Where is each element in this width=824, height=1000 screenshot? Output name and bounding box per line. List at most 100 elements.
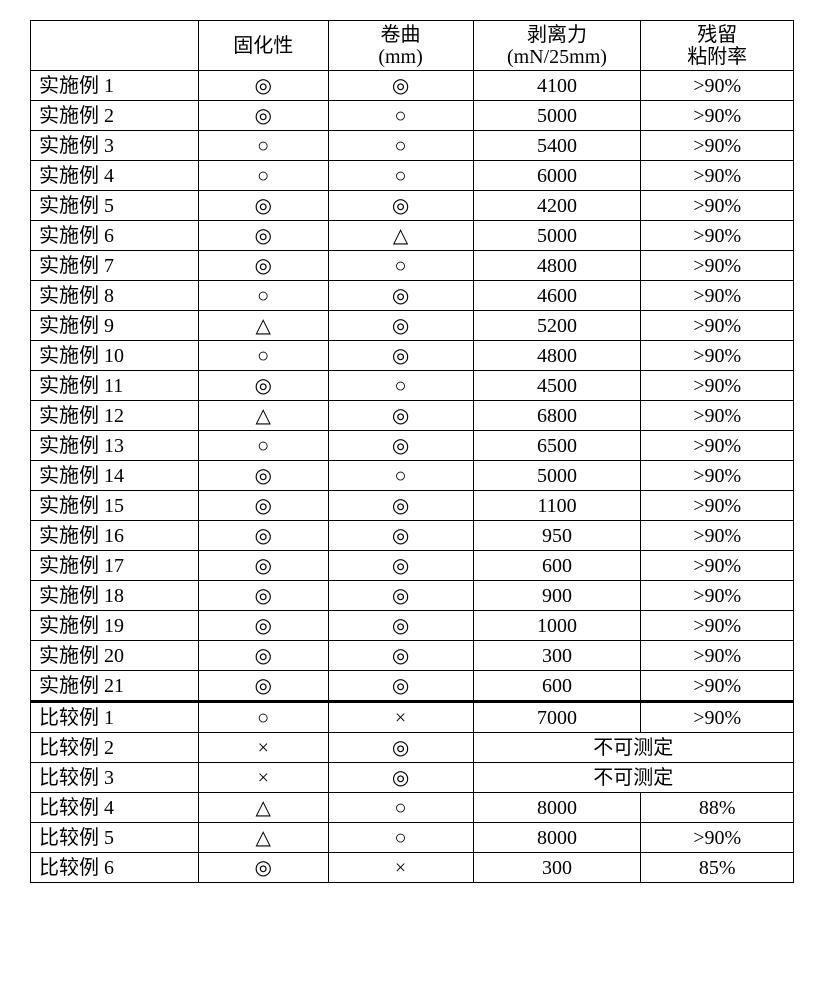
curl-cell: ○ [328, 823, 473, 853]
curability-cell: ○ [198, 702, 328, 733]
residual-cell: >90% [641, 251, 794, 281]
residual-cell: >90% [641, 221, 794, 251]
header-curability: 固化性 [198, 21, 328, 71]
curl-cell: ○ [328, 101, 473, 131]
peel-cell: 8000 [473, 793, 641, 823]
residual-cell: >90% [641, 401, 794, 431]
curability-cell: ◎ [198, 191, 328, 221]
table-row: 实施例 5◎◎4200>90% [31, 191, 794, 221]
curability-cell: △ [198, 401, 328, 431]
curability-cell: ◎ [198, 611, 328, 641]
row-label: 实施例 20 [31, 641, 199, 671]
table-row: 实施例 1◎◎4100>90% [31, 71, 794, 101]
header-residual-l2: 粘附率 [687, 46, 747, 68]
table-row: 比较例 5△○8000>90% [31, 823, 794, 853]
curability-cell: ◎ [198, 551, 328, 581]
curl-cell: ○ [328, 161, 473, 191]
curl-cell: ◎ [328, 521, 473, 551]
curability-cell: ○ [198, 341, 328, 371]
curl-cell: ○ [328, 371, 473, 401]
table-row: 实施例 10○◎4800>90% [31, 341, 794, 371]
row-label: 实施例 8 [31, 281, 199, 311]
row-label: 实施例 16 [31, 521, 199, 551]
row-label: 比较例 3 [31, 763, 199, 793]
peel-cell: 5000 [473, 221, 641, 251]
peel-cell: 4500 [473, 371, 641, 401]
residual-cell: >90% [641, 161, 794, 191]
table-body: 实施例 1◎◎4100>90%实施例 2◎○5000>90%实施例 3○○540… [31, 71, 794, 883]
table-row: 实施例 9△◎5200>90% [31, 311, 794, 341]
table-row: 实施例 19◎◎1000>90% [31, 611, 794, 641]
curability-cell: ○ [198, 161, 328, 191]
peel-cell: 4600 [473, 281, 641, 311]
curl-cell: ◎ [328, 763, 473, 793]
table-row: 比较例 4△○800088% [31, 793, 794, 823]
curl-cell: × [328, 853, 473, 883]
curl-cell: ◎ [328, 71, 473, 101]
table-row: 实施例 6◎△5000>90% [31, 221, 794, 251]
residual-cell: >90% [641, 521, 794, 551]
curl-cell: ○ [328, 251, 473, 281]
row-label: 实施例 2 [31, 101, 199, 131]
row-label: 实施例 17 [31, 551, 199, 581]
curability-cell: ◎ [198, 371, 328, 401]
curability-cell: ◎ [198, 521, 328, 551]
curability-cell: ◎ [198, 71, 328, 101]
row-label: 比较例 1 [31, 702, 199, 733]
residual-cell: >90% [641, 702, 794, 733]
residual-cell: >90% [641, 71, 794, 101]
curability-cell: ◎ [198, 251, 328, 281]
table-row: 实施例 4○○6000>90% [31, 161, 794, 191]
table-row: 比较例 2×◎不可测定 [31, 733, 794, 763]
residual-cell: >90% [641, 671, 794, 702]
peel-cell: 8000 [473, 823, 641, 853]
curability-cell: ○ [198, 431, 328, 461]
header-row: 固化性 卷曲 (mm) 剥离力 (mN/25mm) 残留 粘附率 [31, 21, 794, 71]
peel-cell: 6000 [473, 161, 641, 191]
curl-cell: ○ [328, 131, 473, 161]
peel-cell: 6500 [473, 431, 641, 461]
peel-cell: 600 [473, 671, 641, 702]
curability-cell: ◎ [198, 671, 328, 702]
residual-cell: >90% [641, 581, 794, 611]
results-table: 固化性 卷曲 (mm) 剥离力 (mN/25mm) 残留 粘附率 实施例 1◎◎… [30, 20, 794, 883]
table-row: 实施例 18◎◎900>90% [31, 581, 794, 611]
peel-cell: 5000 [473, 461, 641, 491]
header-curl: 卷曲 (mm) [328, 21, 473, 71]
curability-cell: △ [198, 823, 328, 853]
residual-cell: >90% [641, 371, 794, 401]
peel-cell: 1000 [473, 611, 641, 641]
residual-cell: >90% [641, 281, 794, 311]
curl-cell: ◎ [328, 431, 473, 461]
header-residual: 残留 粘附率 [641, 21, 794, 71]
peel-cell: 7000 [473, 702, 641, 733]
row-label: 实施例 18 [31, 581, 199, 611]
curability-cell: △ [198, 311, 328, 341]
table-row: 实施例 12△◎6800>90% [31, 401, 794, 431]
table-row: 实施例 8○◎4600>90% [31, 281, 794, 311]
row-label: 实施例 13 [31, 431, 199, 461]
table-row: 比较例 3×◎不可测定 [31, 763, 794, 793]
residual-cell: >90% [641, 551, 794, 581]
row-label: 实施例 11 [31, 371, 199, 401]
peel-cell: 4100 [473, 71, 641, 101]
curl-cell: ◎ [328, 341, 473, 371]
curl-cell: ○ [328, 793, 473, 823]
curl-cell: ◎ [328, 491, 473, 521]
table-row: 实施例 16◎◎950>90% [31, 521, 794, 551]
curability-cell: × [198, 733, 328, 763]
peel-cell: 4200 [473, 191, 641, 221]
header-curl-l2: (mm) [378, 46, 422, 68]
row-label: 实施例 7 [31, 251, 199, 281]
row-label: 比较例 4 [31, 793, 199, 823]
table-row: 实施例 7◎○4800>90% [31, 251, 794, 281]
residual-cell: 88% [641, 793, 794, 823]
residual-cell: >90% [641, 461, 794, 491]
curl-cell: ◎ [328, 191, 473, 221]
peel-cell: 5400 [473, 131, 641, 161]
row-label: 实施例 12 [31, 401, 199, 431]
residual-cell: >90% [641, 131, 794, 161]
curability-cell: ◎ [198, 461, 328, 491]
peel-cell: 600 [473, 551, 641, 581]
peel-cell: 300 [473, 853, 641, 883]
